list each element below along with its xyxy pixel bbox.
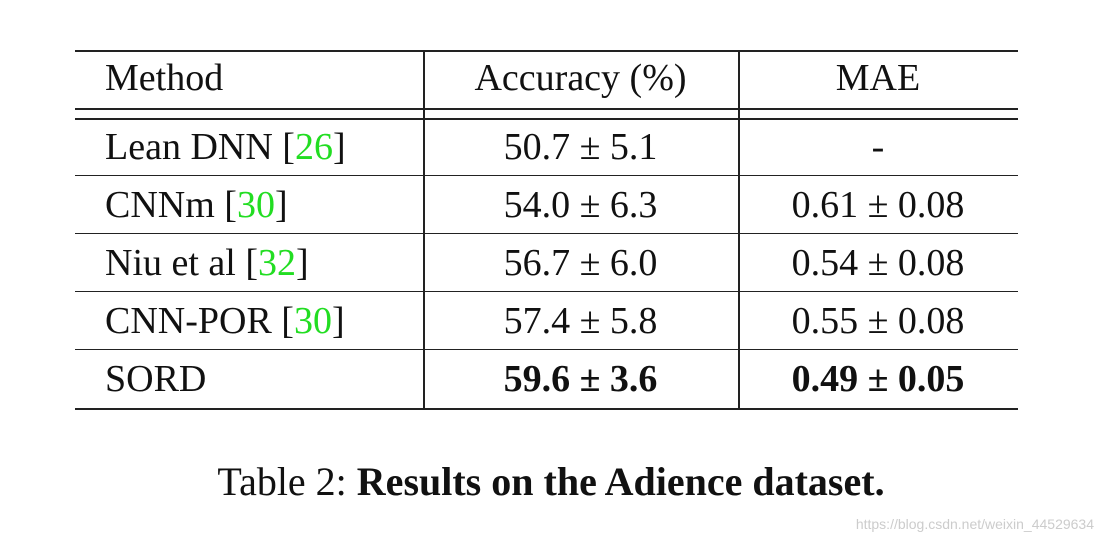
rule (75, 108, 1018, 110)
table-cell: 0.55 ± 0.08 (791, 300, 965, 342)
table-cell: SORD (105, 358, 207, 400)
citation: 32 (258, 242, 297, 284)
rule (75, 50, 1018, 52)
header-cell: Method (105, 57, 224, 99)
table-cell: 0.61 ± 0.08 (791, 184, 965, 226)
table-cell: CNN-POR [30] (105, 300, 345, 342)
row-rule (75, 233, 1018, 234)
caption-label: Table 2: (217, 459, 347, 504)
table-cell: Lean DNN [26] (105, 126, 346, 168)
table-cell: 0.49 ± 0.05 (791, 358, 965, 400)
citation: 30 (236, 184, 275, 226)
table-cell: CNNm [30] (105, 184, 288, 226)
citation: 26 (294, 126, 333, 168)
caption-text: Results on the Adience dataset. (356, 459, 885, 504)
header-cell: Accuracy (%) (474, 57, 687, 99)
row-rule (75, 175, 1018, 176)
rule (75, 118, 1018, 120)
table-cell: 54.0 ± 6.3 (503, 184, 658, 226)
citation: 30 (293, 300, 332, 342)
caption: Table 2: Results on the Adience dataset. (0, 458, 1102, 505)
header-cell: MAE (835, 57, 921, 99)
table-cell: 59.6 ± 3.6 (503, 358, 658, 400)
table-cell: Niu et al [32] (105, 242, 309, 284)
table-cell: 0.54 ± 0.08 (791, 242, 965, 284)
watermark: https://blog.csdn.net/weixin_44529634 (855, 516, 1094, 532)
table-cell: 56.7 ± 6.0 (503, 242, 658, 284)
table-cell: - (871, 126, 885, 168)
row-rule (75, 349, 1018, 350)
row-rule (75, 291, 1018, 292)
column-rule (738, 50, 740, 409)
table-cell: 50.7 ± 5.1 (503, 126, 658, 168)
rule (75, 408, 1018, 410)
column-rule (423, 50, 425, 409)
table-cell: 57.4 ± 5.8 (503, 300, 658, 342)
